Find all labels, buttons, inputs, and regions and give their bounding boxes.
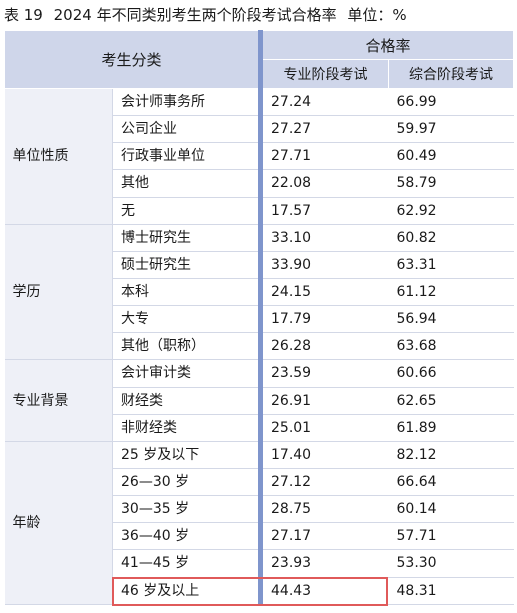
table-row: 36—40 岁 27.17 57.71 — [5, 522, 514, 551]
caption-unit: 单位：% — [347, 6, 407, 24]
table-row: 学历 博士研究生 33.10 60.82 — [4, 224, 514, 361]
subcategory-cell: 26—30 岁 — [112, 468, 261, 497]
header-category: 考生分类 — [4, 30, 261, 89]
subcategory-cell: 无 — [112, 197, 261, 225]
subcategory-cell: 本科 — [112, 278, 261, 307]
pass-rate-table: 考生分类 合格率 专业阶段考试 综合阶段考试 单位性质 会计师事务所 27.24 66… — [4, 30, 514, 605]
table-row: 行政事业单位 27.71 60.49 — [5, 142, 514, 171]
table-row: 专业背景 会计审计类 23.59 60.66 — [4, 359, 514, 442]
professional-rate-cell: 27.17 — [258, 522, 389, 551]
subcategory-cell: 行政事业单位 — [112, 142, 261, 171]
comprehensive-rate-cell: 59.97 — [388, 115, 514, 144]
professional-rate-cell: 33.90 — [258, 251, 389, 279]
professional-rate-cell: 24.15 — [258, 278, 389, 307]
professional-rate-cell: 28.75 — [258, 495, 389, 524]
comprehensive-rate-cell: 66.64 — [388, 468, 514, 497]
comprehensive-rate-cell: 63.31 — [388, 251, 514, 279]
subcategory-cell: 公司企业 — [112, 115, 261, 144]
professional-rate-cell: 27.27 — [258, 115, 389, 144]
professional-rate-cell: 25.01 — [258, 414, 389, 442]
professional-rate-cell: 17.79 — [258, 305, 389, 334]
caption-label: 表 19 — [4, 6, 43, 24]
professional-rate-cell: 23.59 — [258, 359, 389, 388]
table-row: 财经类 26.91 62.65 — [5, 387, 514, 415]
table-row: 单位性质 会计师事务所 27.24 66.99 — [4, 88, 514, 225]
professional-rate-cell: 26.91 — [258, 387, 389, 415]
table-row: 大专 17.79 56.94 — [5, 305, 514, 334]
comprehensive-rate-cell: 56.94 — [388, 305, 514, 334]
subcategory-cell: 30—35 岁 — [112, 495, 261, 524]
table-row: 30—35 岁 28.75 60.14 — [5, 495, 514, 524]
comprehensive-rate-cell: 48.31 — [388, 577, 514, 605]
subcategory-cell: 25 岁及以下 — [112, 441, 261, 469]
comprehensive-rate-cell: 60.14 — [388, 495, 514, 524]
table-row: 46 岁及以上 44.43 48.31 — [5, 577, 514, 605]
table-row: 非财经类 25.01 61.89 — [5, 414, 514, 442]
table-row: 其他 22.08 58.79 — [5, 169, 514, 198]
group-label: 单位性质 — [4, 88, 113, 225]
professional-rate-cell: 23.93 — [258, 549, 389, 578]
subcategory-cell: 其他 — [112, 169, 261, 198]
table-row: 本科 24.15 61.12 — [5, 278, 514, 307]
table-row: 公司企业 27.27 59.97 — [5, 115, 514, 144]
table-row: 41—45 岁 23.93 53.30 — [5, 549, 514, 578]
subcategory-cell: 会计师事务所 — [112, 88, 261, 117]
comprehensive-rate-cell: 82.12 — [388, 441, 514, 469]
table-row: 年龄 25 岁及以下 17.40 82.12 — [4, 441, 514, 605]
subcategory-cell: 硕士研究生 — [112, 251, 261, 279]
professional-rate-cell: 27.71 — [258, 142, 389, 171]
header-comprehensive: 综合阶段考试 — [388, 59, 514, 89]
comprehensive-rate-cell: 57.71 — [388, 522, 514, 551]
table-caption: 表 19 2024 年不同类别考生两个阶段考试合格率 单位：% — [0, 0, 517, 30]
comprehensive-rate-cell: 60.49 — [388, 142, 514, 171]
professional-rate-cell: 33.10 — [258, 224, 389, 252]
subcategory-cell: 会计审计类 — [112, 359, 261, 388]
professional-rate-cell: 44.43 — [258, 577, 389, 605]
subcategory-cell: 非财经类 — [112, 414, 261, 442]
caption-title: 2024 年不同类别考生两个阶段考试合格率 — [53, 6, 337, 24]
subcategory-cell: 41—45 岁 — [112, 549, 261, 578]
professional-rate-cell: 26.28 — [258, 332, 389, 361]
table-row: 26—30 岁 27.12 66.64 — [5, 468, 514, 497]
professional-rate-cell: 27.24 — [258, 88, 389, 117]
subcategory-cell: 财经类 — [112, 387, 261, 415]
subcategory-cell: 博士研究生 — [112, 224, 261, 252]
subcategory-cell: 46 岁及以上 — [112, 577, 261, 605]
subcategory-cell: 36—40 岁 — [112, 522, 261, 551]
comprehensive-rate-cell: 58.79 — [388, 169, 514, 198]
comprehensive-rate-cell: 62.92 — [388, 197, 514, 225]
comprehensive-rate-cell: 61.89 — [388, 414, 514, 442]
table-row: 其他（职称） 26.28 63.68 — [5, 332, 514, 361]
professional-rate-cell: 22.08 — [258, 169, 389, 198]
header-pass-rate: 合格率 — [258, 30, 514, 60]
group-label: 学历 — [4, 224, 113, 361]
subcategory-cell: 其他（职称） — [112, 332, 261, 361]
comprehensive-rate-cell: 61.12 — [388, 278, 514, 307]
comprehensive-rate-cell: 60.82 — [388, 224, 514, 252]
comprehensive-rate-cell: 60.66 — [388, 359, 514, 388]
group-label: 年龄 — [4, 441, 113, 605]
subcategory-cell: 大专 — [112, 305, 261, 334]
comprehensive-rate-cell: 62.65 — [388, 387, 514, 415]
group-label: 专业背景 — [4, 359, 113, 442]
comprehensive-rate-cell: 63.68 — [388, 332, 514, 361]
professional-rate-cell: 17.57 — [258, 197, 389, 225]
professional-rate-cell: 27.12 — [258, 468, 389, 497]
table-row: 无 17.57 62.92 — [5, 197, 514, 225]
header-professional: 专业阶段考试 — [258, 59, 389, 89]
professional-rate-cell: 17.40 — [258, 441, 389, 469]
comprehensive-rate-cell: 53.30 — [388, 549, 514, 578]
table-body: 单位性质 会计师事务所 27.24 66.99 公司企业 27.27 59.97 行政事业单位… — [4, 88, 514, 605]
comprehensive-rate-cell: 66.99 — [388, 88, 514, 117]
table-row: 硕士研究生 33.90 63.31 — [5, 251, 514, 279]
